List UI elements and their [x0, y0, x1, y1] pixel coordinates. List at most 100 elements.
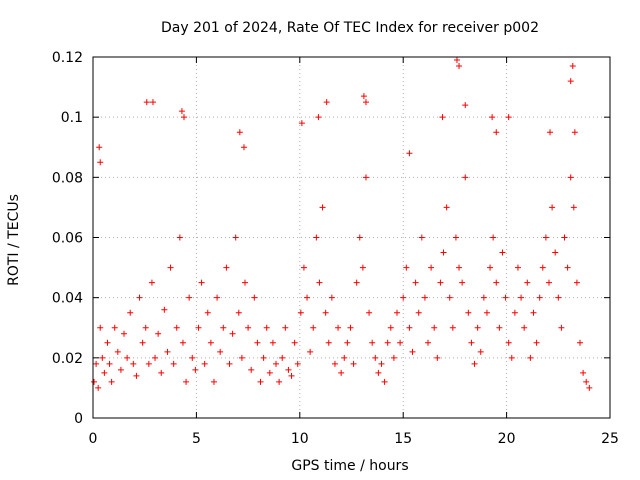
data-point: [406, 150, 413, 157]
data-point: [542, 234, 549, 241]
data-point: [514, 264, 521, 271]
data-point: [257, 378, 264, 385]
data-point: [456, 264, 463, 271]
data-point: [269, 339, 276, 346]
data-point: [338, 369, 345, 376]
y-tick-label: 0.08: [52, 170, 83, 186]
data-point: [101, 369, 108, 376]
data-point: [511, 309, 518, 316]
data-point: [403, 264, 410, 271]
data-point: [558, 324, 565, 331]
y-tick-label: 0.06: [52, 231, 83, 247]
data-point: [366, 309, 373, 316]
data-point: [285, 366, 292, 373]
data-point: [319, 204, 326, 211]
data-point: [279, 354, 286, 361]
data-point: [431, 324, 438, 331]
data-point: [530, 309, 537, 316]
data-point: [360, 93, 367, 100]
data-point: [315, 114, 322, 121]
data-point: [571, 129, 578, 136]
data-point: [238, 354, 245, 361]
data-point: [183, 378, 190, 385]
data-point: [223, 264, 230, 271]
data-point: [106, 360, 113, 367]
data-point: [570, 204, 577, 211]
data-point: [547, 129, 554, 136]
data-point: [359, 264, 366, 271]
data-point: [549, 204, 556, 211]
data-point: [567, 174, 574, 181]
data-point: [178, 108, 185, 115]
data-point: [443, 204, 450, 211]
data-point: [580, 369, 587, 376]
x-tick-label: 25: [601, 431, 619, 447]
data-point: [505, 339, 512, 346]
data-point: [437, 279, 444, 286]
data-point: [477, 348, 484, 355]
x-tick-label: 10: [291, 431, 309, 447]
data-point: [328, 294, 335, 301]
data-point: [462, 174, 469, 181]
data-point: [400, 294, 407, 301]
data-point: [276, 378, 283, 385]
data-point: [521, 324, 528, 331]
data-point: [179, 339, 186, 346]
data-point: [465, 309, 472, 316]
data-point: [136, 294, 143, 301]
data-point: [341, 354, 348, 361]
data-point: [176, 234, 183, 241]
data-point: [369, 339, 376, 346]
data-point: [322, 309, 329, 316]
data-point: [130, 360, 137, 367]
data-point: [487, 264, 494, 271]
data-point: [335, 324, 342, 331]
data-point: [173, 324, 180, 331]
data-point: [133, 372, 140, 379]
data-point: [304, 294, 311, 301]
data-point: [288, 372, 295, 379]
data-point: [201, 360, 208, 367]
data-point: [97, 324, 104, 331]
data-point: [300, 264, 307, 271]
data-point: [158, 369, 165, 376]
data-point: [108, 378, 115, 385]
data-point: [248, 366, 255, 373]
data-point: [235, 309, 242, 316]
data-point: [310, 324, 317, 331]
data-point: [124, 354, 131, 361]
data-point: [93, 360, 100, 367]
data-point: [508, 354, 515, 361]
data-point: [189, 354, 196, 361]
data-point: [263, 324, 270, 331]
axis-ticks: 0 5 10 15 20 25 0 0.02 0.04 0.06 0.08 0.1 0.12: [52, 50, 619, 447]
data-point: [493, 129, 500, 136]
data-point: [453, 57, 460, 64]
data-points: [91, 57, 593, 391]
data-point: [428, 264, 435, 271]
data-point: [217, 348, 224, 355]
data-point: [384, 339, 391, 346]
data-point: [545, 279, 552, 286]
y-axis-label: ROTI / TECUs: [6, 194, 22, 286]
data-point: [236, 129, 243, 136]
data-point: [114, 348, 121, 355]
data-point: [307, 348, 314, 355]
data-point: [375, 369, 382, 376]
data-point: [204, 309, 211, 316]
data-point: [149, 99, 156, 106]
data-point: [148, 279, 155, 286]
data-point: [459, 279, 466, 286]
data-point: [418, 234, 425, 241]
data-point: [350, 360, 357, 367]
data-point: [164, 348, 171, 355]
x-tick-label: 15: [394, 431, 412, 447]
data-point: [95, 384, 102, 391]
data-point: [527, 354, 534, 361]
data-point: [446, 294, 453, 301]
x-axis-label: GPS time / hours: [291, 458, 408, 474]
data-point: [524, 279, 531, 286]
data-point: [439, 114, 446, 121]
data-point: [210, 378, 217, 385]
data-point: [232, 234, 239, 241]
